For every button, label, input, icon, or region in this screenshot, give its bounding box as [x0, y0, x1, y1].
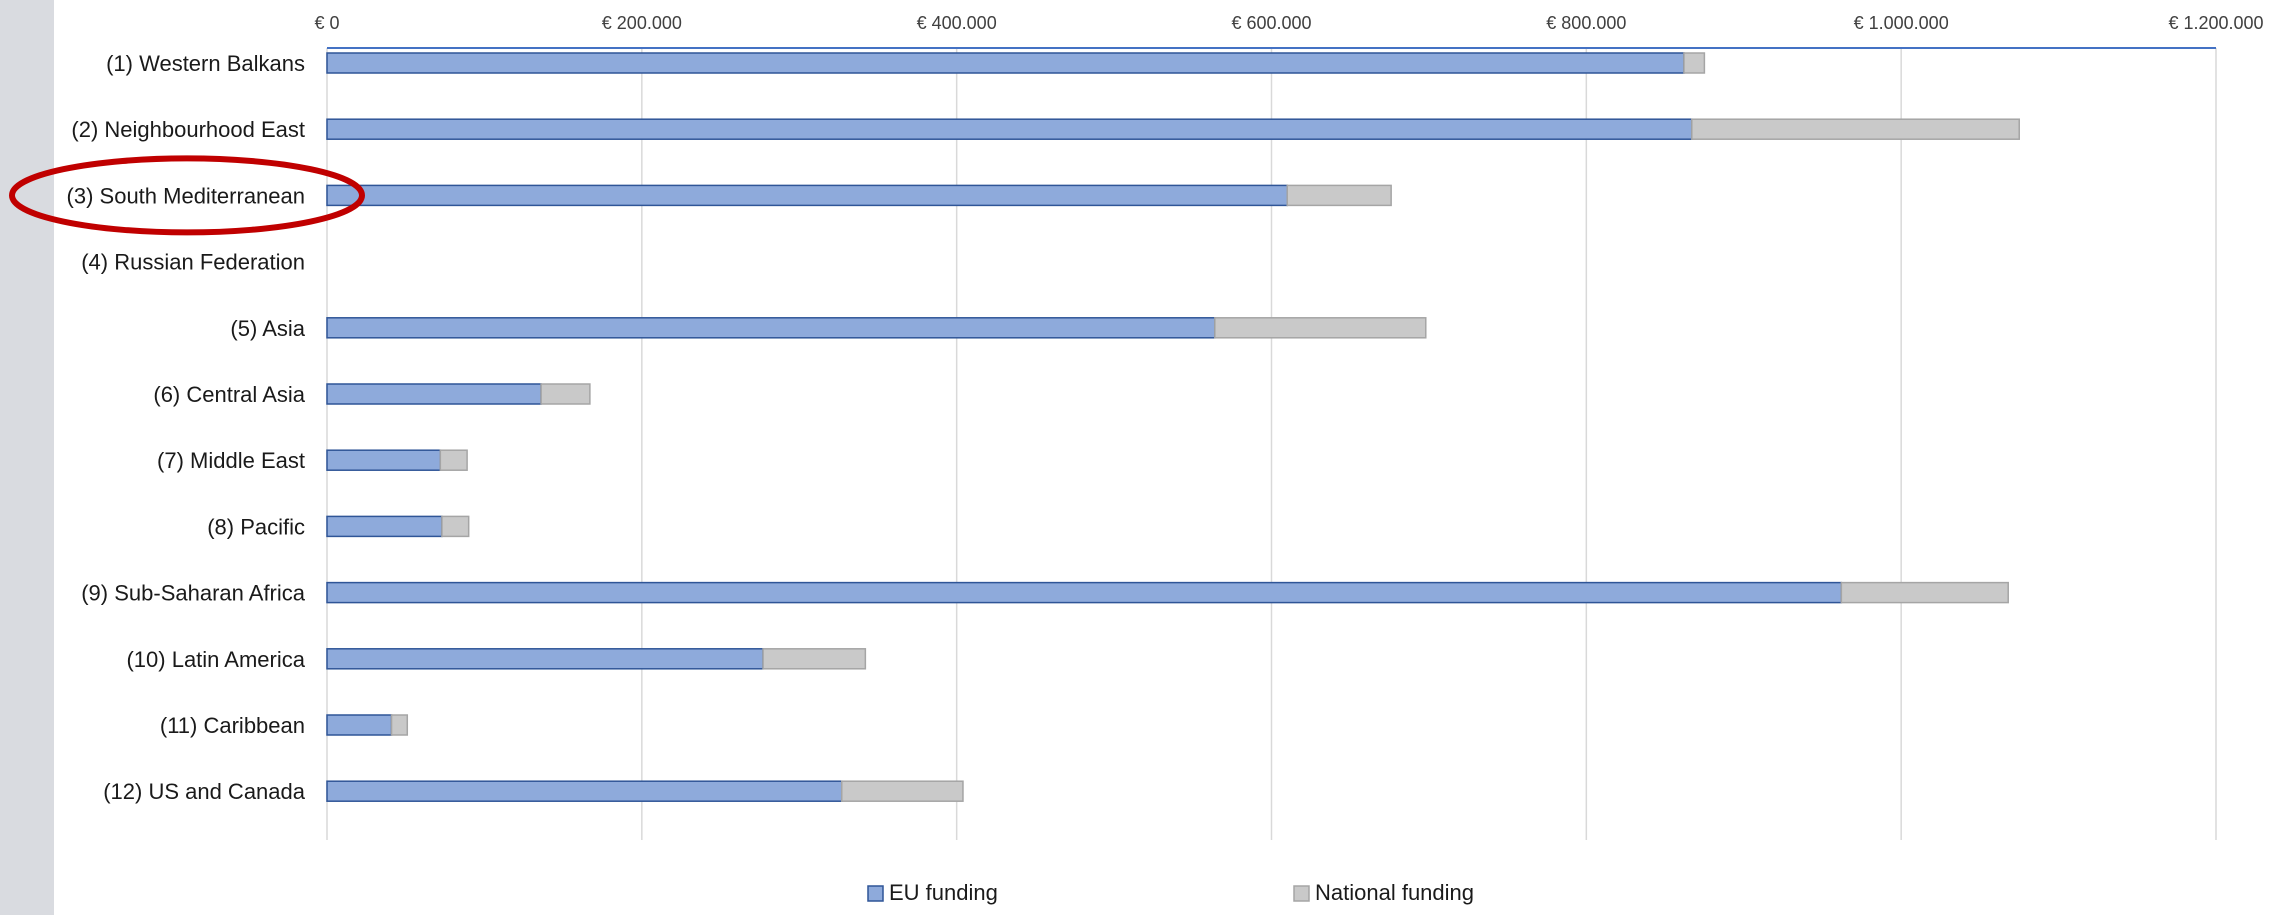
- bar-eu-funding: [326, 317, 1216, 339]
- side-strip: [0, 0, 54, 915]
- category-label: (9) Sub-Saharan Africa: [81, 581, 306, 606]
- x-tick-label: € 1.000.000: [1854, 13, 1949, 33]
- bar-eu-funding: [326, 780, 843, 802]
- category-label: (10) Latin America: [126, 647, 305, 672]
- x-tick-label: € 1.200.000: [2168, 13, 2263, 33]
- bar-eu-funding: [326, 714, 393, 736]
- bar-eu-funding: [326, 383, 542, 405]
- bar-eu-funding: [326, 449, 442, 471]
- category-label: (4) Russian Federation: [81, 250, 305, 275]
- bar-national-funding: [841, 780, 964, 802]
- bar-national-funding: [1214, 317, 1427, 339]
- bar-national-funding: [762, 648, 867, 670]
- bar-eu-funding: [326, 118, 1693, 140]
- bar-national-funding: [1683, 52, 1706, 74]
- x-tick-label: € 800.000: [1546, 13, 1626, 33]
- x-tick-label: € 600.000: [1231, 13, 1311, 33]
- bar-eu-funding: [326, 52, 1685, 74]
- bar-national-funding: [1691, 118, 2020, 140]
- bar-eu-funding: [326, 184, 1288, 207]
- x-tick-label: € 400.000: [917, 13, 997, 33]
- x-tick-label: € 0: [314, 13, 339, 33]
- category-label: (12) US and Canada: [103, 779, 306, 804]
- category-label: (8) Pacific: [207, 514, 305, 539]
- bar-eu-funding: [326, 515, 443, 538]
- legend-label: National funding: [1315, 880, 1474, 905]
- bar-eu-funding: [326, 648, 764, 670]
- x-tick-label: € 200.000: [602, 13, 682, 33]
- category-label: (11) Caribbean: [160, 713, 305, 738]
- bar-national-funding: [540, 383, 591, 405]
- highlight-ellipse: [9, 155, 365, 236]
- category-label: (3) South Mediterranean: [67, 183, 305, 208]
- legend-swatch: [1293, 885, 1310, 902]
- legend-swatch: [867, 885, 884, 902]
- category-label: (5) Asia: [230, 316, 305, 341]
- category-label: (1) Western Balkans: [106, 51, 305, 76]
- category-label: (6) Central Asia: [153, 382, 305, 407]
- category-label: (2) Neighbourhood East: [71, 117, 305, 142]
- legend-label: EU funding: [889, 880, 998, 905]
- category-label: (7) Middle East: [157, 448, 305, 473]
- bar-national-funding: [1286, 184, 1392, 207]
- bar-eu-funding: [326, 581, 1843, 604]
- bar-national-funding: [390, 714, 409, 736]
- bar-national-funding: [441, 515, 470, 538]
- bar-national-funding: [439, 449, 468, 471]
- bar-national-funding: [1840, 581, 2009, 604]
